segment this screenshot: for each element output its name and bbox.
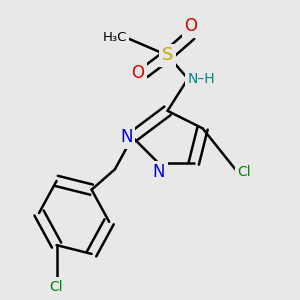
Text: H₃C: H₃C (102, 31, 127, 44)
Text: N–H: N–H (188, 72, 216, 86)
Text: S: S (162, 46, 173, 64)
Text: N: N (152, 164, 165, 181)
Text: Cl: Cl (50, 280, 63, 294)
Text: O: O (131, 64, 144, 82)
Text: O: O (184, 17, 197, 35)
Text: Cl: Cl (238, 165, 251, 179)
Text: N: N (120, 128, 133, 146)
